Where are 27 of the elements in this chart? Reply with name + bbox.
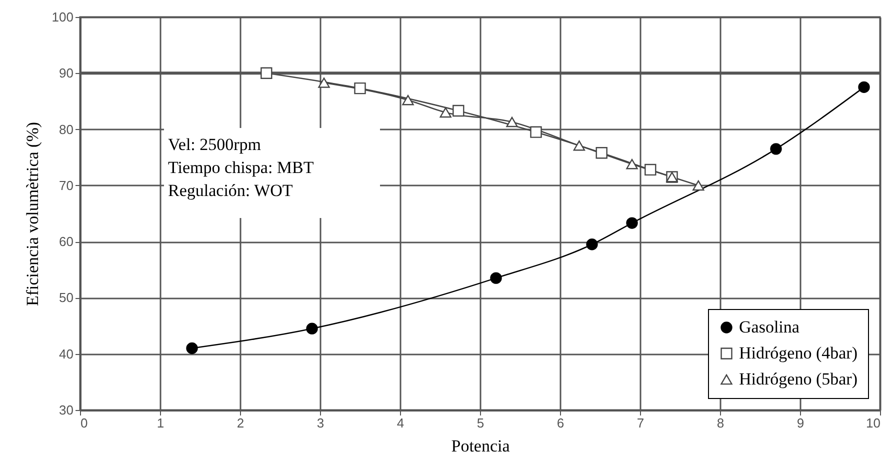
x-tick-label: 6 xyxy=(556,416,564,430)
y-tick-label: 80 xyxy=(59,122,74,137)
y-tick-label: 90 xyxy=(59,66,74,81)
annotation: Tiempo chispa: MBT xyxy=(168,158,314,177)
x-tick-label: 4 xyxy=(396,416,404,430)
x-tick-label: 7 xyxy=(636,416,644,430)
y-tick-label: 60 xyxy=(59,234,74,250)
x-tick-label: 0 xyxy=(80,416,88,430)
y-axis-title: Eficiencia volumètrica (%) xyxy=(22,122,42,306)
annotation: Regulación: WOT xyxy=(168,181,294,200)
legend-label: Hidrógeno (4bar) xyxy=(739,344,858,362)
x-tick-label: 2 xyxy=(236,416,244,430)
x-axis-title: Potencia xyxy=(451,436,510,456)
y-tick-label: 50 xyxy=(59,290,74,306)
y-tick-label: 100 xyxy=(52,10,74,24)
y-tick-label: 40 xyxy=(59,346,74,362)
x-tick-label: 9 xyxy=(796,416,804,430)
x-tick-label: 3 xyxy=(316,416,324,430)
x-tick-label: 8 xyxy=(716,416,724,430)
annotation: Vel: 2500rpm xyxy=(168,135,262,154)
x-tick-label: 5 xyxy=(476,416,484,430)
x-tick-label: 1 xyxy=(156,416,164,430)
legend-label: Gasolina xyxy=(739,318,800,336)
x-tick-label: 10 xyxy=(866,416,880,430)
legend-label: Hidrógeno (5bar) xyxy=(739,370,858,388)
y-tick-label: 70 xyxy=(59,178,74,193)
y-tick-label: 30 xyxy=(59,402,74,418)
